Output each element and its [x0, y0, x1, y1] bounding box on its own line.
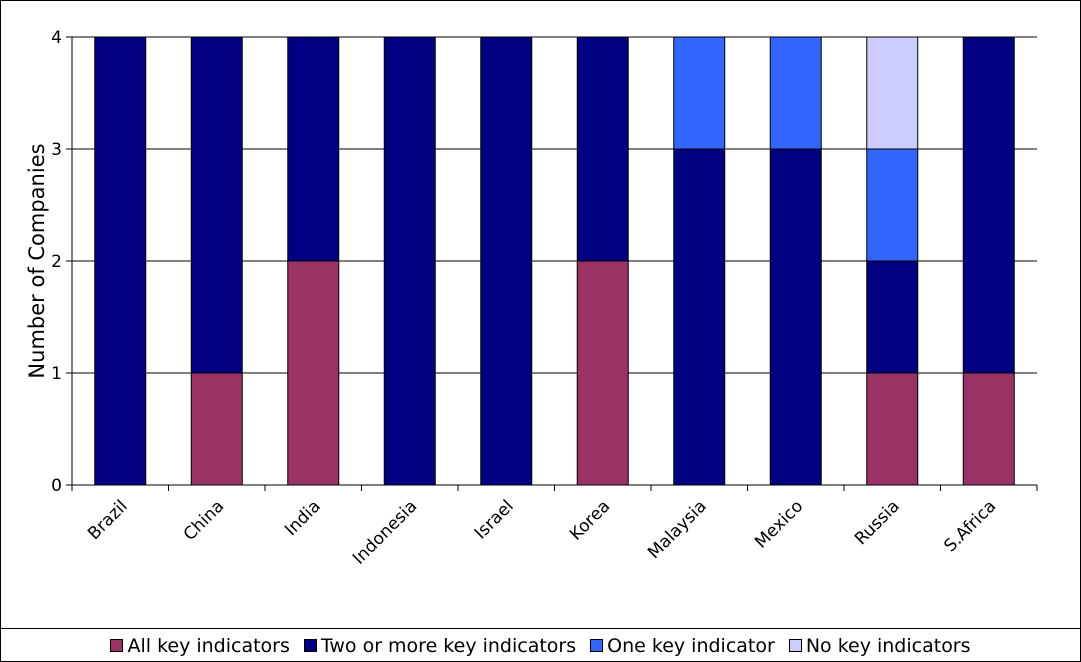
bar-segment — [576, 260, 629, 486]
x-tick-label: Israel — [471, 496, 518, 543]
bar-segment — [287, 36, 340, 262]
axes — [66, 36, 1038, 491]
bars — [94, 36, 1015, 486]
x-tick-label: S.Africa — [940, 496, 1000, 556]
bar-segment — [962, 372, 1015, 486]
legend-label: No key indicators — [805, 634, 971, 657]
y-tick-label: 2 — [51, 252, 62, 272]
y-tick-label: 3 — [51, 140, 62, 160]
legend-swatch — [303, 639, 317, 652]
legend-item: All key indicators — [110, 634, 290, 657]
y-tick-label: 4 — [51, 28, 62, 48]
bar-segment — [866, 260, 919, 374]
y-axis-title: Number of Companies — [25, 143, 49, 378]
legend: All key indicators Two or more key indica… — [1, 628, 1080, 662]
bar-segment — [480, 36, 533, 486]
bar-segment — [190, 36, 243, 374]
y-tick-label: 1 — [51, 364, 62, 384]
legend-label: One key indicator — [607, 634, 775, 657]
legend-label: All key indicators — [127, 634, 290, 657]
legend-swatch — [110, 639, 124, 652]
y-tick-label: 0 — [51, 476, 62, 496]
legend-item: No key indicators — [788, 634, 971, 657]
x-tick-label: Indonesia — [349, 496, 421, 568]
bar-segment — [673, 36, 726, 150]
bar-segment — [287, 260, 340, 486]
bar-segment — [866, 372, 919, 486]
x-tick-label: Russia — [851, 496, 904, 549]
bar-segment — [190, 372, 243, 486]
x-tick-label: China — [180, 496, 228, 544]
bar-segment — [769, 36, 822, 150]
legend-label: Two or more key indicators — [320, 634, 577, 657]
legend-item: Two or more key indicators — [303, 634, 577, 657]
bar-segment — [94, 36, 147, 486]
x-tick-label: Malaysia — [644, 496, 711, 563]
bar-segment — [383, 36, 436, 486]
bar-segment — [866, 36, 919, 150]
legend-swatch — [788, 639, 802, 652]
bar-segment — [769, 148, 822, 486]
bar-segment — [576, 36, 629, 262]
x-tick-label: Mexico — [751, 496, 807, 552]
bar-segment — [673, 148, 726, 486]
x-tick-label: India — [281, 496, 325, 540]
legend-item: One key indicator — [590, 635, 775, 657]
legend-swatch — [590, 639, 604, 652]
x-tick-label: Brazil — [84, 496, 132, 544]
bar-segment — [962, 36, 1015, 374]
x-tick-label: Korea — [566, 496, 614, 544]
bar-segment — [866, 148, 919, 262]
chart-plot: Number of Companies 0 1 2 3 4 Brazil China Indi… — [25, 28, 1038, 569]
